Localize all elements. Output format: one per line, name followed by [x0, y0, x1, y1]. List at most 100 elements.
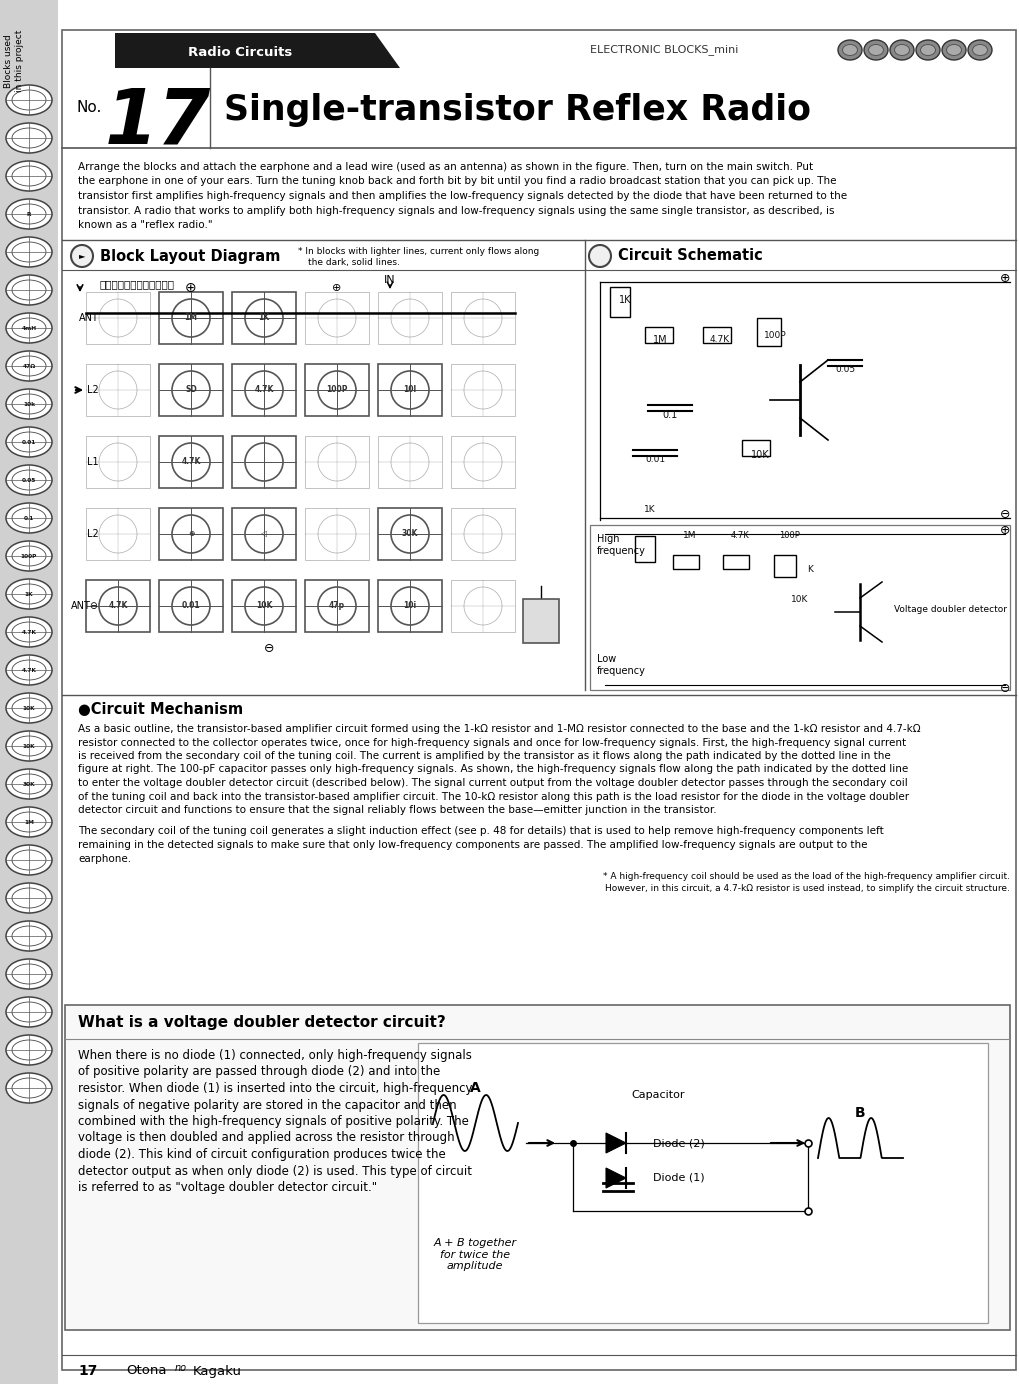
Circle shape: [390, 443, 429, 482]
Text: 1K: 1K: [644, 505, 655, 515]
Text: is received from the secondary coil of the tuning coil. The current is amplified: is received from the secondary coil of t…: [77, 752, 890, 761]
Bar: [231, 508, 296, 561]
Bar: [86, 364, 150, 417]
Text: 4.7K: 4.7K: [21, 630, 37, 634]
Text: リード線（アンテナ代用）: リード線（アンテナ代用）: [100, 280, 175, 289]
Text: ⊕: ⊕: [999, 271, 1009, 285]
Ellipse shape: [12, 1078, 46, 1098]
Ellipse shape: [6, 996, 52, 1027]
Text: 0.01: 0.01: [644, 455, 664, 465]
Bar: [159, 580, 223, 632]
Text: ⊕: ⊕: [187, 530, 194, 538]
Text: IN: IN: [384, 275, 395, 285]
Circle shape: [99, 371, 137, 410]
Ellipse shape: [12, 394, 46, 414]
Circle shape: [464, 371, 501, 410]
Ellipse shape: [946, 44, 961, 55]
Text: Diode (2): Diode (2): [652, 1138, 704, 1147]
Text: of positive polarity are passed through diode (2) and into the: of positive polarity are passed through …: [77, 1066, 440, 1078]
Ellipse shape: [838, 40, 861, 60]
Text: of the tuning coil and back into the transistor-based amplifier circuit. The 10-: of the tuning coil and back into the tra…: [77, 792, 908, 801]
Text: earphone.: earphone.: [77, 854, 131, 864]
Text: resistor. When diode (1) is inserted into the circuit, high-frequency: resistor. When diode (1) is inserted int…: [77, 1082, 472, 1095]
Text: 10i: 10i: [404, 602, 416, 610]
Bar: [378, 436, 441, 489]
Text: 4.7K: 4.7K: [108, 602, 127, 610]
Text: detector circuit and functions to ensure that the signal reliably flows between : detector circuit and functions to ensure…: [77, 805, 716, 815]
Ellipse shape: [6, 352, 52, 381]
Ellipse shape: [6, 1073, 52, 1103]
Bar: [305, 364, 369, 417]
Text: ELECTRONIC BLOCKS_mini: ELECTRONIC BLOCKS_mini: [589, 44, 738, 55]
Text: 0.01: 0.01: [181, 602, 200, 610]
Circle shape: [245, 587, 282, 626]
Ellipse shape: [12, 203, 46, 224]
Text: 1K: 1K: [258, 314, 269, 322]
Text: 10K: 10K: [791, 595, 808, 605]
Ellipse shape: [12, 356, 46, 376]
Text: 30K: 30K: [401, 530, 418, 538]
Bar: [450, 508, 515, 561]
Text: Low
frequency: Low frequency: [596, 655, 645, 675]
Bar: [635, 536, 654, 562]
Ellipse shape: [6, 161, 52, 191]
Text: Single-transistor Reflex Radio: Single-transistor Reflex Radio: [224, 93, 810, 127]
Ellipse shape: [867, 44, 882, 55]
Ellipse shape: [12, 508, 46, 529]
Bar: [450, 364, 515, 417]
Circle shape: [245, 443, 282, 482]
Ellipse shape: [12, 547, 46, 566]
Text: As a basic outline, the transistor-based amplifier circuit formed using the 1-kΩ: As a basic outline, the transistor-based…: [77, 724, 920, 734]
Circle shape: [99, 299, 137, 336]
Circle shape: [245, 299, 282, 336]
Text: to enter the voltage doubler detector circuit (described below). The signal curr: to enter the voltage doubler detector ci…: [77, 778, 907, 787]
Ellipse shape: [6, 465, 52, 495]
Text: 1M: 1M: [24, 819, 34, 825]
Ellipse shape: [6, 275, 52, 304]
Bar: [86, 436, 150, 489]
Ellipse shape: [12, 166, 46, 185]
Text: When there is no diode (1) connected, only high-frequency signals: When there is no diode (1) connected, on…: [77, 1049, 472, 1062]
Text: Capacitor: Capacitor: [631, 1091, 684, 1100]
Text: Arrange the blocks and attach the earphone and a lead wire (used as an antenna) : Arrange the blocks and attach the earpho…: [77, 162, 812, 172]
Ellipse shape: [942, 40, 965, 60]
Ellipse shape: [6, 579, 52, 609]
Ellipse shape: [6, 541, 52, 572]
Text: A + B together
for twice the
amplitude: A + B together for twice the amplitude: [433, 1239, 516, 1271]
Bar: [159, 508, 223, 561]
Ellipse shape: [12, 774, 46, 794]
Bar: [756, 318, 781, 346]
Text: 100P: 100P: [763, 331, 786, 339]
Text: Diode (1): Diode (1): [652, 1174, 704, 1183]
Bar: [378, 508, 441, 561]
Ellipse shape: [6, 313, 52, 343]
Text: ⊕: ⊕: [999, 523, 1009, 537]
Text: ⊖: ⊖: [999, 681, 1009, 695]
Ellipse shape: [12, 280, 46, 300]
Circle shape: [245, 371, 282, 410]
Text: 10K: 10K: [750, 450, 768, 459]
Text: transistor. A radio that works to amplify both high-frequency signals and low-fr: transistor. A radio that works to amplif…: [77, 205, 834, 216]
Circle shape: [172, 587, 210, 626]
Text: 1M: 1M: [184, 314, 198, 322]
Bar: [159, 292, 223, 345]
Ellipse shape: [6, 617, 52, 646]
Text: K: K: [806, 566, 812, 574]
Bar: [589, 525, 1009, 691]
Ellipse shape: [6, 693, 52, 722]
Bar: [450, 436, 515, 489]
Bar: [305, 580, 369, 632]
Text: figure at right. The 100-pF capacitor passes only high-frequency signals. As sho: figure at right. The 100-pF capacitor pa…: [77, 764, 907, 775]
Ellipse shape: [12, 850, 46, 871]
Text: 100P: 100P: [779, 530, 800, 540]
Text: 10k: 10k: [22, 401, 35, 407]
Ellipse shape: [12, 1002, 46, 1021]
Bar: [773, 555, 795, 577]
Ellipse shape: [12, 471, 46, 490]
Ellipse shape: [12, 736, 46, 756]
Ellipse shape: [6, 199, 52, 228]
Bar: [231, 580, 296, 632]
Circle shape: [464, 587, 501, 626]
Ellipse shape: [915, 40, 940, 60]
Text: 4.7K: 4.7K: [254, 386, 273, 394]
